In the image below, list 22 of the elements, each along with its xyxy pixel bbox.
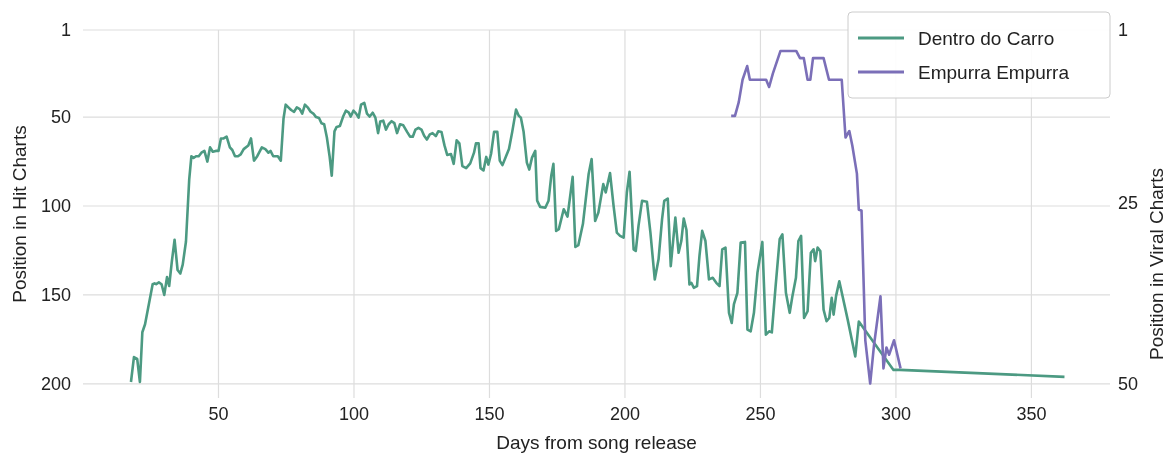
y2-axis-title: Position in Viral Charts [1146,168,1167,360]
y-axis-title: Position in Hit Charts [9,125,30,303]
y-tick-label: 200 [40,374,71,395]
x-tick-label: 350 [1016,404,1047,424]
line-series [729,49,902,385]
y-tick-label: 1 [60,20,71,41]
legend-label: Empurra Empurra [918,61,1070,83]
x-tick-label: 250 [745,404,776,424]
line-series [129,101,1066,384]
x-tick-label: 100 [338,404,369,424]
x-tick-label: 50 [208,404,229,424]
legend-label: Dentro do Carro [918,27,1055,49]
x-tick-label: 150 [474,404,505,424]
y2-tick-label: 25 [1118,193,1139,214]
x-tick-label: 200 [609,404,640,424]
y-tick-label: 50 [50,107,71,128]
y-tick-label: 150 [40,285,71,306]
y2-tick-label: 1 [1118,20,1129,41]
x-tick-label: 300 [880,404,911,424]
y-tick-label: 100 [40,196,71,217]
y2-tick-label: 50 [1118,373,1139,394]
x-axis-title: Days from song release [496,432,697,453]
